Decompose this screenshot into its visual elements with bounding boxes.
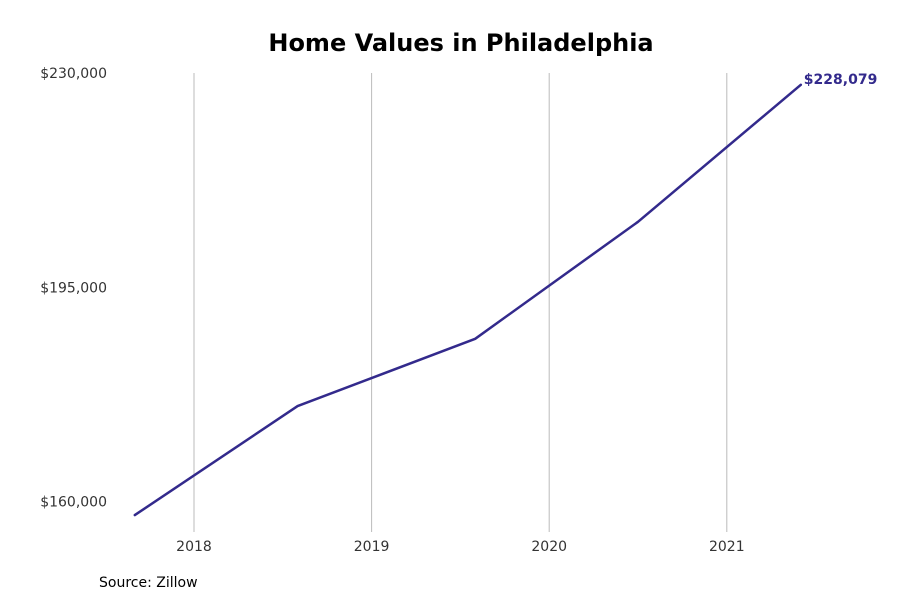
y-tick-label: $230,000 [40,66,107,82]
gridlines [193,73,728,532]
series-layer: $228,079 [133,72,878,517]
y-tick-label: $195,000 [40,280,107,296]
x-tick-label: 2019 [354,539,390,555]
y-axis-tick-labels: $160,000 $195,000 $230,000 [40,66,107,511]
source-note: Source: Zillow [99,575,198,591]
x-tick-label: 2018 [176,539,212,555]
series-line [133,83,803,517]
chart-title: Home Values in Philadelphia [268,29,653,57]
y-tick-label: $160,000 [40,495,107,511]
x-axis-tick-labels: 2018 2019 2020 2021 [176,539,744,555]
end-value-label: $228,079 [804,72,878,88]
x-tick-label: 2021 [709,539,745,555]
x-tick-label: 2020 [531,539,567,555]
